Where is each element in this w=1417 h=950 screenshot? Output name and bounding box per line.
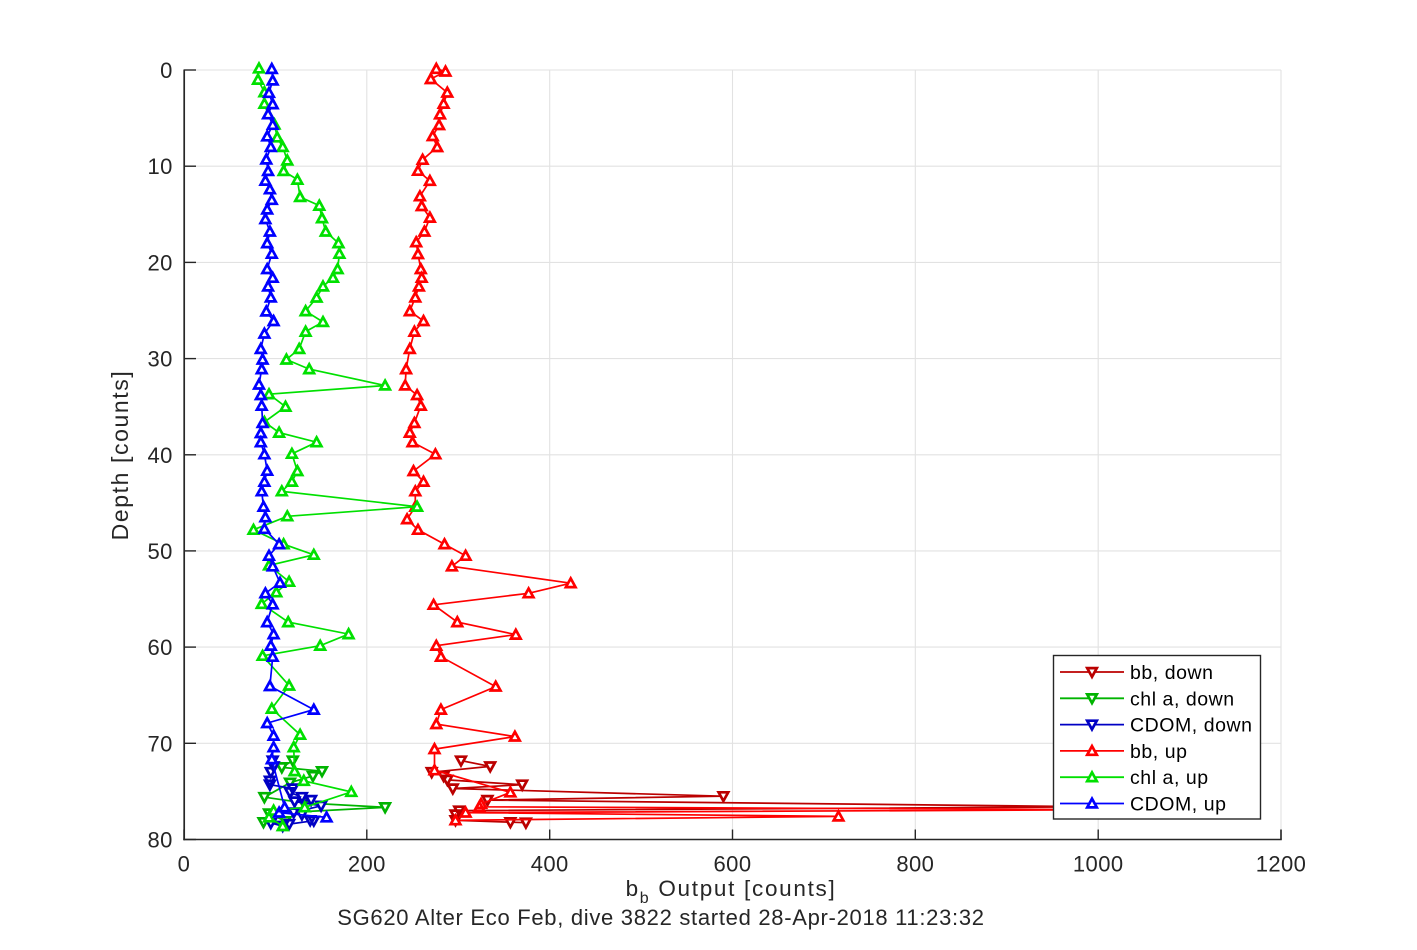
svg-text:50: 50 <box>148 539 173 564</box>
svg-text:80: 80 <box>148 828 173 853</box>
svg-text:600: 600 <box>714 851 752 876</box>
svg-text:0: 0 <box>160 58 173 83</box>
svg-text:70: 70 <box>148 731 173 756</box>
svg-text:bb, down: bb, down <box>1130 662 1214 684</box>
svg-text:SG620 Alter Eco Feb, dive 3822: SG620 Alter Eco Feb, dive 3822 started 2… <box>337 905 985 930</box>
svg-text:800: 800 <box>896 851 934 876</box>
svg-text:1200: 1200 <box>1256 851 1307 876</box>
svg-text:30: 30 <box>148 347 173 372</box>
svg-text:Depth [counts]: Depth [counts] <box>107 370 133 541</box>
svg-text:10: 10 <box>148 154 173 179</box>
svg-text:chl a, up: chl a, up <box>1130 767 1209 789</box>
svg-text:400: 400 <box>531 851 569 876</box>
svg-text:200: 200 <box>348 851 386 876</box>
svg-text:CDOM, up: CDOM, up <box>1130 794 1227 816</box>
svg-text:CDOM, down: CDOM, down <box>1130 715 1253 737</box>
svg-text:bb, up: bb, up <box>1130 741 1188 763</box>
svg-text:1000: 1000 <box>1073 851 1124 876</box>
svg-text:chl a, down: chl a, down <box>1130 688 1235 710</box>
svg-text:0: 0 <box>178 851 191 876</box>
svg-text:60: 60 <box>148 635 173 660</box>
svg-text:20: 20 <box>148 250 173 275</box>
svg-text:40: 40 <box>148 443 173 468</box>
